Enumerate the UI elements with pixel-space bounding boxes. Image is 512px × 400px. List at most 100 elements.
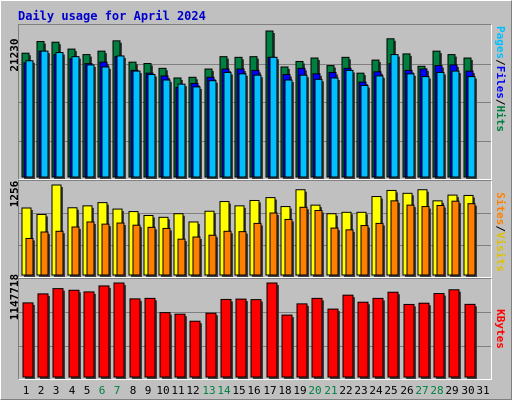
kbytes-bar bbox=[52, 288, 64, 378]
x-tick-label: 13 bbox=[202, 384, 215, 397]
x-tick-label: 10 bbox=[156, 384, 169, 397]
sites-bar bbox=[86, 221, 95, 276]
kbytes-bar bbox=[83, 291, 95, 378]
x-tick-label: 30 bbox=[461, 384, 474, 397]
sites-bar bbox=[406, 204, 415, 276]
pages-bar bbox=[147, 74, 156, 178]
x-tick-label: 25 bbox=[384, 384, 397, 397]
sites-bar bbox=[25, 237, 34, 276]
sites-bar bbox=[314, 210, 323, 276]
kbytes-bar bbox=[98, 285, 110, 378]
pages-bar bbox=[223, 71, 232, 178]
sites-bar bbox=[360, 225, 369, 276]
pages-bar bbox=[101, 66, 110, 178]
kbytes-bar bbox=[174, 313, 186, 378]
legend-sep: / bbox=[494, 59, 507, 66]
kbytes-bar bbox=[418, 302, 430, 378]
pages-bar bbox=[116, 55, 125, 178]
kbytes-bar bbox=[129, 298, 141, 378]
pages-bar bbox=[25, 60, 34, 178]
kbytes-bar bbox=[357, 301, 369, 378]
sites-bar bbox=[330, 227, 339, 276]
x-tick-label: 27 bbox=[415, 384, 428, 397]
pages-bar bbox=[55, 52, 64, 178]
pages-bar bbox=[451, 70, 460, 178]
kbytes-bar bbox=[159, 312, 171, 378]
pages-bar bbox=[406, 73, 415, 178]
pages-bar bbox=[177, 83, 186, 178]
x-tick-label: 21 bbox=[324, 384, 337, 397]
sites-visits-panel bbox=[18, 180, 492, 278]
sites-bar bbox=[132, 224, 141, 276]
kbytes-bar bbox=[68, 289, 80, 378]
legend-sep: / bbox=[494, 225, 507, 232]
sites-bar bbox=[253, 222, 262, 276]
x-tick-label: 24 bbox=[369, 384, 383, 397]
sites-bar bbox=[345, 229, 354, 276]
x-axis-labels: 1 2 3 4 5 6 7 8 9 10 11 12 13 14 15 16 17 18 19 20 21 22 23 24 2… bbox=[23, 384, 490, 397]
sites-bar bbox=[71, 226, 80, 276]
kbytes-bar bbox=[220, 298, 232, 378]
sites-bar bbox=[269, 212, 278, 276]
x-tick-label: 16 bbox=[247, 384, 260, 397]
kbytes-bar bbox=[448, 289, 460, 378]
pages-bar bbox=[467, 76, 476, 178]
x-tick-label: 3 bbox=[53, 384, 60, 397]
sites-bar bbox=[101, 223, 110, 276]
x-tick-label: 17 bbox=[263, 384, 276, 397]
sites-bar bbox=[116, 222, 125, 276]
legend-sep: / bbox=[494, 98, 507, 106]
x-tick-label: 8 bbox=[130, 384, 137, 397]
x-tick-label: 12 bbox=[186, 384, 199, 397]
kbytes-bar bbox=[189, 320, 201, 378]
chart-title: Daily usage for April 2024 bbox=[18, 9, 206, 23]
legend-hits: Hits bbox=[494, 105, 507, 133]
x-tick-label: 19 bbox=[293, 384, 306, 397]
kbytes-bar bbox=[113, 282, 125, 378]
sites-bar bbox=[436, 204, 445, 276]
hits-files-pages-panel bbox=[18, 24, 492, 180]
pages-bar bbox=[253, 74, 262, 178]
pages-bar bbox=[238, 73, 247, 178]
sites-bar bbox=[177, 238, 186, 276]
sites-bar bbox=[299, 206, 308, 276]
x-tick-label: 18 bbox=[278, 384, 291, 397]
sites-bar bbox=[162, 227, 171, 276]
legend-top: Pages/Files/Hits bbox=[493, 9, 507, 149]
sites-bar bbox=[375, 222, 384, 276]
kbytes-chart bbox=[19, 282, 491, 379]
pages-bar bbox=[269, 56, 278, 178]
kbytes-bar bbox=[464, 303, 476, 378]
sites-bar bbox=[147, 226, 156, 276]
legend-bot: KBytes bbox=[493, 259, 507, 399]
legend-kbytes: KBytes bbox=[494, 309, 507, 349]
x-tick-label: 22 bbox=[339, 384, 352, 397]
kbytes-bar bbox=[372, 297, 384, 378]
pages-bar bbox=[390, 54, 399, 178]
x-tick-label: 11 bbox=[171, 384, 184, 397]
kbytes-bar bbox=[235, 298, 247, 378]
kbytes-bar bbox=[37, 293, 49, 378]
sites-bar bbox=[467, 203, 476, 276]
pages-bar bbox=[208, 80, 217, 178]
sites-bar bbox=[40, 231, 49, 276]
pages-bar bbox=[436, 71, 445, 178]
kbytes-bar bbox=[387, 291, 399, 378]
kbytes-bar bbox=[250, 299, 262, 378]
pages-bar bbox=[421, 76, 430, 178]
x-tick-label: 14 bbox=[217, 384, 231, 397]
x-tick-label: 9 bbox=[145, 384, 152, 397]
pages-bar bbox=[132, 70, 141, 178]
x-tick-label: 15 bbox=[232, 384, 245, 397]
kbytes-bar bbox=[296, 303, 308, 378]
sites-visits-chart bbox=[19, 184, 491, 277]
sites-bar bbox=[284, 218, 293, 276]
x-tick-label: 20 bbox=[308, 384, 321, 397]
kbytes-bar bbox=[266, 282, 278, 378]
pages-bar bbox=[330, 77, 339, 178]
x-tick-label: 5 bbox=[84, 384, 91, 397]
x-tick-label: 26 bbox=[400, 384, 413, 397]
kbytes-bar bbox=[311, 297, 323, 378]
x-tick-label: 6 bbox=[99, 384, 106, 397]
legend-pages: Pages bbox=[494, 26, 507, 60]
